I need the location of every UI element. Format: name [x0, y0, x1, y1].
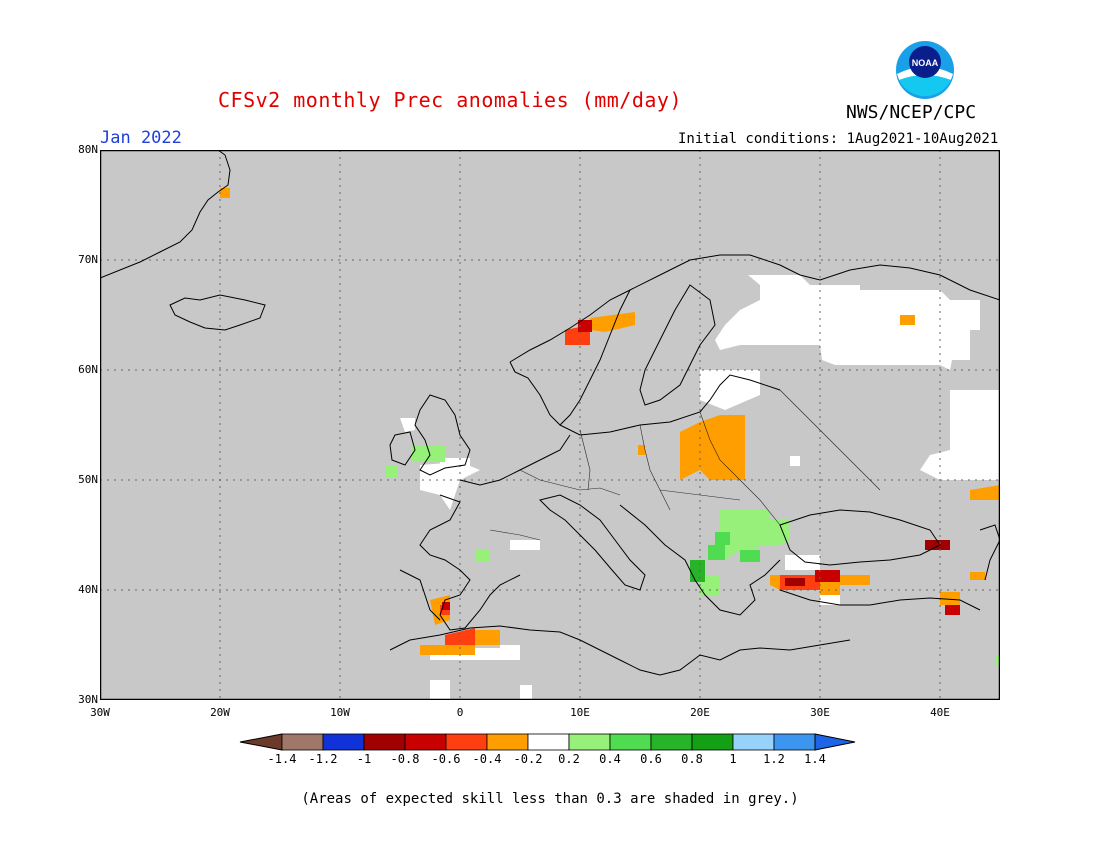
colorbar-tick-label: 1 — [729, 752, 737, 766]
anomaly-map — [100, 150, 1000, 700]
colorbar-tick-label: 0.6 — [640, 752, 662, 766]
colorbar-swatch — [609, 733, 652, 751]
lat-label-50n: 50N — [78, 473, 98, 486]
lat-label-70n: 70N — [78, 253, 98, 266]
anomaly-green — [708, 532, 760, 562]
colorbar — [239, 733, 856, 751]
colorbar-swatch — [568, 733, 611, 751]
colorbar-swatch — [404, 733, 447, 751]
colorbar-swatch — [281, 733, 324, 751]
colorbar-swatch — [486, 733, 529, 751]
anomaly-dark-green — [690, 560, 705, 582]
colorbar-tick-label: -1.4 — [267, 752, 297, 766]
colorbar-tick-label: 0.8 — [681, 752, 703, 766]
anomaly-maroon — [785, 540, 950, 586]
colorbar-tick-label: -1.2 — [308, 752, 338, 766]
colorbar-swatch — [773, 733, 816, 751]
colorbar-tick-label: -0.6 — [431, 752, 461, 766]
colorbar-swatch — [322, 733, 365, 751]
lat-label-40n: 40N — [78, 583, 98, 596]
lon-label-10w: 10W — [330, 706, 350, 719]
colorbar-swatch — [691, 733, 734, 751]
anomaly-red-orange — [440, 325, 820, 645]
noaa-logo: NOAA — [895, 40, 955, 100]
lon-label-40e: 40E — [930, 706, 950, 719]
colorbar-tick-label: -0.8 — [390, 752, 420, 766]
lon-label-20w: 20W — [210, 706, 230, 719]
colorbar-arrow-low — [239, 733, 283, 751]
colorbar-swatch — [527, 733, 570, 751]
map-background — [100, 150, 1000, 700]
colorbar-tick-label: 0.4 — [599, 752, 621, 766]
map-border — [100, 150, 1000, 700]
lon-label-20e: 20E — [690, 706, 710, 719]
svg-text:NOAA: NOAA — [912, 58, 939, 68]
colorbar-swatch — [650, 733, 693, 751]
anomaly-dark-red — [442, 320, 960, 615]
lat-label-80n: 80N — [78, 143, 98, 156]
colorbar-swatch — [445, 733, 488, 751]
forecast-month: Jan 2022 — [100, 128, 182, 148]
colorbar-swatch — [732, 733, 775, 751]
skill-footnote: (Areas of expected skill less than 0.3 a… — [301, 791, 799, 807]
colorbar-swatch — [363, 733, 406, 751]
lon-label-10e: 10E — [570, 706, 590, 719]
colorbar-tick-label: -0.4 — [472, 752, 502, 766]
colorbar-tick-label: -0.2 — [513, 752, 543, 766]
colorbar-tick-label: 1.2 — [763, 752, 785, 766]
colorbar-arrow-high — [814, 733, 856, 751]
org-label: NWS/NCEP/CPC — [846, 102, 977, 123]
lat-label-60n: 60N — [78, 363, 98, 376]
map-title: CFSv2 monthly Prec anomalies (mm/day) — [217, 88, 683, 112]
colorbar-tick-label: 1.4 — [804, 752, 826, 766]
lon-label-30w: 30W — [90, 706, 110, 719]
colorbar-tick-label: 0.2 — [558, 752, 580, 766]
lat-label-30n: 30N — [78, 693, 98, 706]
lon-label-0: 0 — [456, 706, 464, 719]
colorbar-tick-label: -1 — [356, 752, 372, 766]
map-gridlines — [100, 150, 1000, 700]
lon-label-30e: 30E — [810, 706, 830, 719]
country-borders — [489, 389, 881, 541]
initial-conditions: Initial conditions: 1Aug2021-10Aug2021 — [678, 131, 999, 147]
